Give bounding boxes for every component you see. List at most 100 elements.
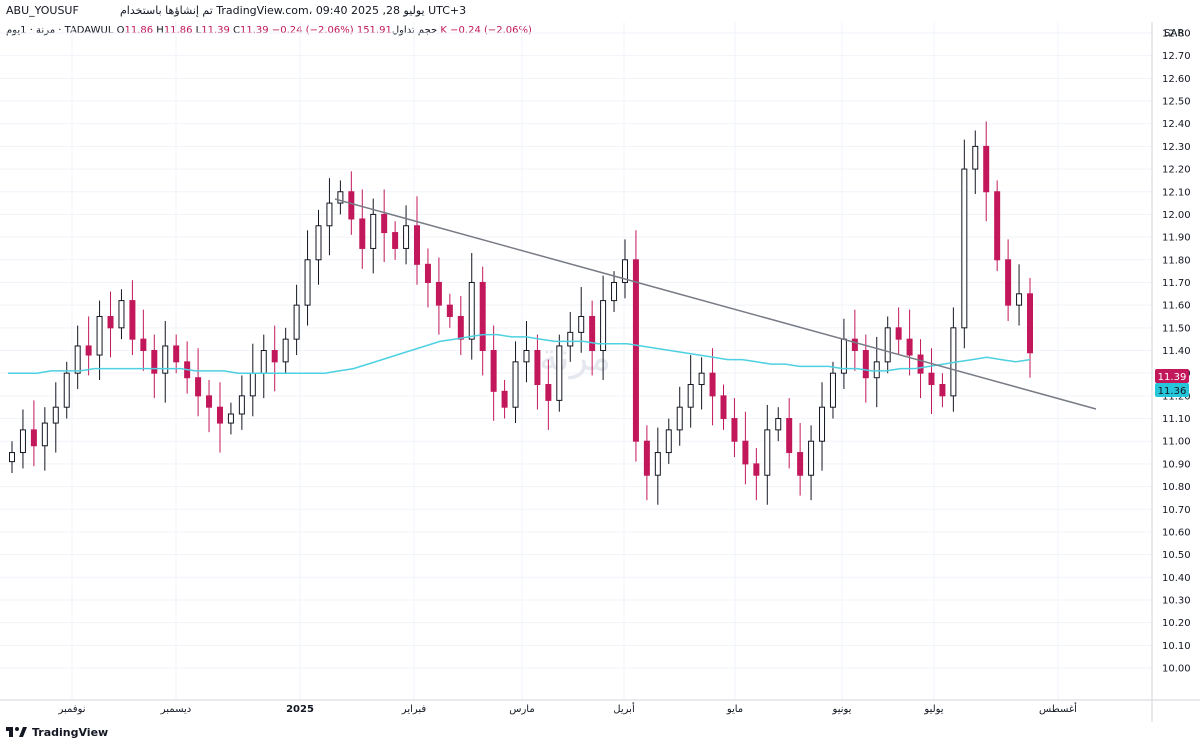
candle-body xyxy=(30,429,37,447)
candle-body xyxy=(392,232,399,249)
candle-body xyxy=(873,361,880,379)
y-tick-label: 11.90 xyxy=(1162,233,1191,244)
y-tick-label: 11.10 xyxy=(1162,414,1191,425)
symbol-title[interactable]: مرنة · 1يوم · TADAWUL xyxy=(6,25,114,36)
candle-body xyxy=(85,345,92,356)
candle-body xyxy=(282,338,289,363)
open-value: 11.86 xyxy=(124,25,154,36)
candle-body xyxy=(983,145,990,193)
close-value: 11.39 xyxy=(240,25,269,36)
y-tick-label: 11.60 xyxy=(1162,301,1191,312)
y-tick-label: 12.70 xyxy=(1162,51,1191,62)
candle-body xyxy=(348,191,355,220)
currency-label: SAR xyxy=(1164,28,1184,39)
candle-body xyxy=(52,406,59,424)
price-chart[interactable]: مرنة SAR 12.8012.7012.6012.5012.4012.301… xyxy=(0,22,1200,722)
candle-body xyxy=(151,350,158,374)
y-tick-label: 12.10 xyxy=(1162,187,1191,198)
candlestick-series xyxy=(9,121,1033,505)
candle-body xyxy=(96,315,103,356)
candle-body xyxy=(512,361,519,408)
candle-body xyxy=(9,452,15,463)
candle-body xyxy=(654,452,661,476)
candle-body xyxy=(359,218,366,249)
open-label: O xyxy=(116,25,125,36)
candle-body xyxy=(621,259,628,283)
y-tick-label: 10.20 xyxy=(1162,618,1191,629)
y-tick-label: 10.30 xyxy=(1162,595,1191,606)
candle-body xyxy=(260,350,267,374)
candle-body xyxy=(118,300,125,329)
candle-body xyxy=(370,213,377,249)
candle-body xyxy=(424,263,431,283)
y-tick-label: 10.60 xyxy=(1162,527,1191,538)
time-axis[interactable]: نوفمبر ديسمبر 2025 فبراير مارس أبريل مايو يونيو… xyxy=(57,702,1077,715)
candle-body xyxy=(249,372,256,397)
x-tick-label: مايو xyxy=(726,704,743,715)
candle-body xyxy=(162,345,169,374)
candle-body xyxy=(238,395,245,415)
y-tick-label: 11.00 xyxy=(1162,437,1191,448)
candle-body xyxy=(337,191,344,204)
candle-body xyxy=(808,440,815,476)
y-tick-label: 12.20 xyxy=(1162,165,1191,176)
chart-area[interactable]: مرنة SAR 12.80 12.70 12.60 12.50 12.40 12.30 1… xyxy=(0,22,1200,722)
candle-body xyxy=(1027,293,1033,354)
candle-body xyxy=(457,315,464,340)
candle-body xyxy=(315,225,322,261)
candle-body xyxy=(129,300,136,340)
candle-body xyxy=(468,281,475,340)
y-tick-label: 11.40 xyxy=(1162,346,1191,357)
y-tick-label: 10.00 xyxy=(1162,664,1191,675)
candle-body xyxy=(381,213,388,234)
candle-body xyxy=(895,327,902,340)
y-tick-label: 12.30 xyxy=(1162,142,1191,153)
candle-body xyxy=(435,281,442,306)
candle-body xyxy=(523,350,530,363)
candle-body xyxy=(556,345,563,401)
y-tick-label: 12.80 xyxy=(1162,29,1191,40)
y-tick-label: 10.70 xyxy=(1162,505,1191,516)
candle-body xyxy=(414,225,421,265)
y-tick-label: 10.40 xyxy=(1162,573,1191,584)
candle-body xyxy=(74,345,81,374)
x-tick-label: نوفمبر xyxy=(57,704,85,715)
last-price-tag-text: 11.39 xyxy=(1158,372,1187,383)
candle-body xyxy=(63,372,70,408)
high-label: H xyxy=(156,25,164,36)
moving-average-line xyxy=(8,333,1031,374)
high-value: 11.86 xyxy=(163,25,193,36)
candle-body xyxy=(676,406,683,431)
last-price-tag: 11.39 xyxy=(1155,369,1189,383)
footer-bar: TradingView xyxy=(0,722,1200,744)
candle-body xyxy=(545,384,552,401)
candle-body xyxy=(140,338,147,351)
y-tick-label: 11.70 xyxy=(1162,278,1191,289)
candle-body xyxy=(786,418,793,454)
price-axis[interactable]: 12.80 12.70 12.60 12.50 12.40 12.30 12.20 12.10… xyxy=(1162,29,1191,675)
grid-lines xyxy=(0,22,1152,700)
candle-body xyxy=(764,429,771,476)
candle-body xyxy=(829,372,836,408)
candle-body xyxy=(961,168,968,329)
candle-body xyxy=(862,350,869,379)
y-tick-label: 10.50 xyxy=(1162,550,1191,561)
candle-body xyxy=(611,281,618,302)
candle-body xyxy=(851,338,858,351)
trendline[interactable] xyxy=(334,198,1097,410)
author-name[interactable]: ABU_YOUSUF xyxy=(6,4,79,17)
candle-body xyxy=(107,315,114,329)
volume-change: −0.24 (−2.06%) xyxy=(450,25,532,36)
candle-body xyxy=(403,225,410,249)
candle-body xyxy=(41,422,48,447)
candle-body xyxy=(994,191,1001,261)
candle-body xyxy=(173,345,180,363)
ma-price-tag: 11.36 xyxy=(1155,383,1189,397)
x-tick-label: ديسمبر xyxy=(160,704,191,715)
candle-body xyxy=(797,452,804,476)
tradingview-logo[interactable]: TradingView xyxy=(6,725,108,739)
y-tick-label: 10.80 xyxy=(1162,482,1191,493)
close-label: C xyxy=(233,25,241,36)
candle-body xyxy=(1005,259,1012,306)
candle-body xyxy=(600,300,607,352)
